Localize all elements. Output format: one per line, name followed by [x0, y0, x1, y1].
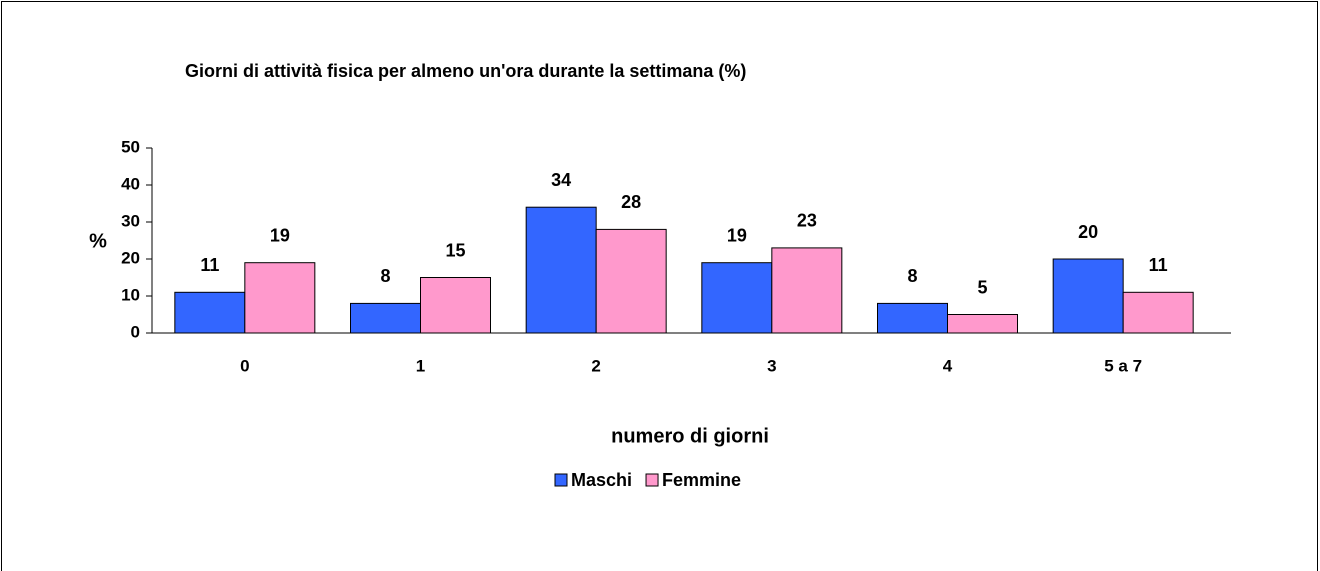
x-tick-label: 0	[240, 356, 249, 375]
bar	[947, 314, 1018, 334]
y-tick-label: 40	[121, 174, 140, 193]
data-label: 15	[445, 240, 465, 260]
data-label: 20	[1078, 222, 1098, 242]
chart-title: Giorni di attività fisica per almeno un'…	[185, 61, 746, 81]
data-label: 19	[727, 225, 747, 245]
legend-label: Maschi	[571, 470, 632, 490]
y-tick-label: 0	[131, 322, 140, 341]
bar	[1052, 258, 1124, 334]
data-label: 8	[907, 266, 917, 286]
bar	[701, 262, 773, 334]
x-tick-label: 2	[591, 356, 600, 375]
data-label: 8	[380, 266, 390, 286]
y-tick-label: 20	[121, 248, 140, 267]
x-tick-label: 1	[416, 356, 425, 375]
data-label: 11	[1149, 255, 1168, 275]
bar	[244, 262, 316, 334]
data-label: 11	[200, 255, 219, 275]
x-tick-label: 4	[943, 356, 953, 375]
data-label: 23	[797, 211, 817, 231]
y-tick-label: 10	[121, 285, 140, 304]
bar	[525, 206, 597, 334]
y-tick-label: 30	[121, 211, 140, 230]
data-label: 5	[977, 277, 987, 297]
legend-label: Femmine	[662, 470, 741, 490]
bar	[350, 302, 421, 334]
bar	[595, 228, 667, 334]
x-axis-label: numero di giorni	[611, 425, 769, 447]
y-axis-label: %	[89, 230, 107, 252]
data-label: 19	[270, 225, 290, 245]
legend-swatch	[554, 473, 568, 487]
bar	[771, 247, 843, 334]
y-tick-label: 50	[121, 137, 140, 156]
bar	[420, 277, 491, 334]
bar	[174, 291, 246, 334]
data-label: 28	[621, 192, 641, 212]
legend-swatch	[645, 473, 659, 487]
bar	[877, 302, 948, 334]
x-tick-label: 3	[767, 356, 776, 375]
x-tick-label: 5 a 7	[1104, 356, 1142, 375]
bar	[1122, 291, 1194, 334]
data-label: 34	[551, 170, 571, 190]
